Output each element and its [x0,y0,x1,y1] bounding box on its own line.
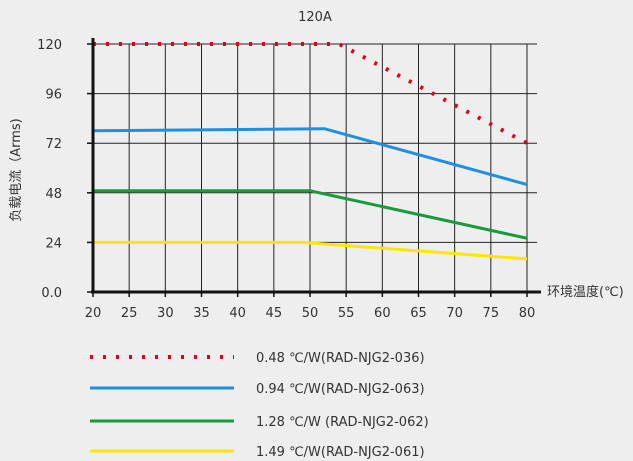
y-axis-title: 负载电流（Arms) [9,118,24,222]
series-lines [92,42,528,261]
axes [87,38,541,297]
legend-label-2: 0.94 ℃/W(RAD-NJG2-063) [256,382,425,397]
x-tick-label: 45 [266,306,283,321]
x-tick-label: 75 [483,306,500,321]
y-tick-label: 96 [45,88,62,103]
y-tick-label: 48 [45,187,62,202]
legend-label-1: 0.48 ℃/W(RAD-NJG2-036) [256,351,425,366]
series-line-2 [92,127,528,186]
legend-label-4: 1.49 ℃/W(RAD-NJG2-061) [256,445,425,460]
x-tick-label: 65 [410,306,427,321]
legend-label-3: 1.28 ℃/W (RAD-NJG2-062) [256,415,429,430]
x-tick-label: 40 [229,306,246,321]
x-tick-label: 55 [338,306,355,321]
tick-labels: 20 25 30 35 40 45 50 55 60 65 70 75 80 0.0 24 48 72 96 120 [37,38,535,321]
legend: 0.48 ℃/W(RAD-NJG2-036) 0.94 ℃/W(RAD-NJG2-… [90,351,429,460]
y-tick-label: 72 [45,137,62,152]
y-tick-label: 0.0 [41,286,62,301]
series-line-4 [93,240,528,261]
x-tick-label: 20 [85,306,102,321]
x-tick-label: 70 [446,306,463,321]
y-tick-label: 24 [45,236,62,251]
x-tick-label: 50 [302,306,319,321]
series-line-3 [93,189,528,240]
x-tick-label: 60 [374,306,391,321]
y-tick-label: 120 [37,38,62,53]
chart-title: 120A [298,10,332,25]
x-tick-label: 80 [519,306,536,321]
x-axis-title: 环境温度(℃) [547,284,624,300]
x-tick-label: 30 [157,306,174,321]
x-tick-label: 25 [121,306,138,321]
x-tick-label: 35 [193,306,210,321]
